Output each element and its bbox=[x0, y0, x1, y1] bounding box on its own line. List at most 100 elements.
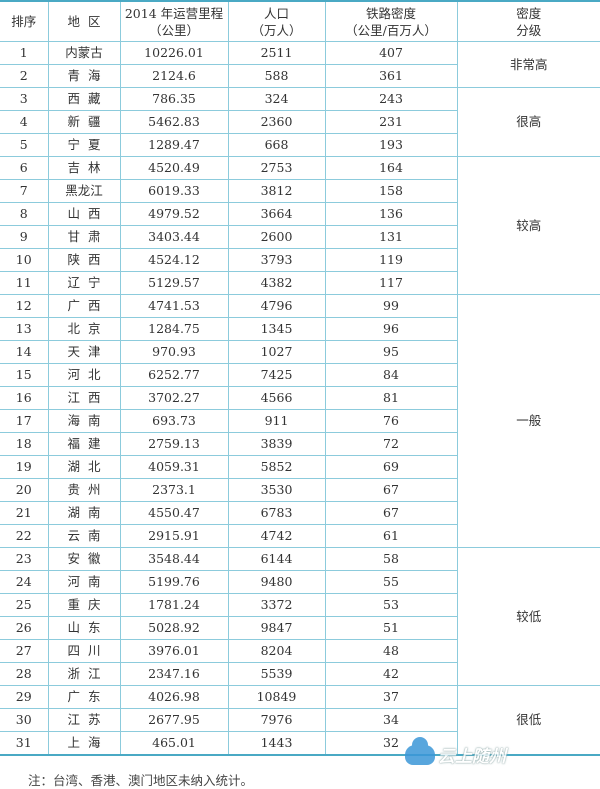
rank-cell: 19 bbox=[0, 455, 49, 479]
grade-cell: 一般 bbox=[456, 294, 600, 548]
mileage-cell: 2759.13 bbox=[119, 432, 229, 456]
grade-cell: 很低 bbox=[456, 685, 600, 756]
table-row: 10 陕 西 4524.12 3793 119 bbox=[0, 248, 600, 272]
density-cell: 231 bbox=[324, 110, 457, 134]
mileage-cell: 4059.31 bbox=[119, 455, 229, 479]
population-cell: 3793 bbox=[227, 248, 326, 272]
table-row: 25 重 庆 1781.24 3372 53 bbox=[0, 593, 600, 617]
mileage-cell: 1781.24 bbox=[119, 593, 229, 617]
density-cell: 76 bbox=[324, 409, 457, 433]
mileage-cell: 693.73 bbox=[119, 409, 229, 433]
rank-cell: 16 bbox=[0, 386, 49, 410]
density-cell: 136 bbox=[324, 202, 457, 226]
rank-cell: 5 bbox=[0, 133, 49, 157]
density-cell: 48 bbox=[324, 639, 457, 663]
density-cell: 34 bbox=[324, 708, 457, 732]
population-cell: 4796 bbox=[227, 294, 326, 318]
watermark-logo: 云上随州 bbox=[405, 736, 506, 767]
population-cell: 6783 bbox=[227, 501, 326, 525]
density-cell: 58 bbox=[324, 547, 458, 571]
table-row: 12 广 西 4741.53 4796 99 一般 bbox=[0, 294, 600, 548]
density-cell: 81 bbox=[324, 386, 457, 410]
grade-cell: 很高 bbox=[456, 87, 600, 157]
population-cell: 10849 bbox=[227, 685, 326, 709]
density-cell: 32 bbox=[324, 731, 457, 756]
rank-cell: 15 bbox=[0, 363, 49, 387]
region-cell: 湖 北 bbox=[47, 455, 121, 479]
mileage-cell: 5129.57 bbox=[119, 271, 229, 295]
rank-cell: 27 bbox=[0, 639, 49, 663]
population-cell: 6144 bbox=[227, 547, 326, 571]
region-cell: 云 南 bbox=[47, 524, 121, 548]
table-row: 15 河 北 6252.77 7425 84 bbox=[0, 363, 600, 387]
rank-cell: 2 bbox=[0, 64, 49, 88]
railway-density-table: 排序 地 区 2014 年运营里程 （公里） 人口 （万人） 铁路密度 （公里/百万人… bbox=[0, 0, 600, 756]
population-cell: 3372 bbox=[227, 593, 326, 617]
population-cell: 1345 bbox=[227, 317, 326, 341]
region-cell: 河 北 bbox=[47, 363, 121, 387]
rank-cell: 3 bbox=[0, 87, 49, 111]
mileage-cell: 5028.92 bbox=[119, 616, 229, 640]
population-cell: 7976 bbox=[227, 708, 326, 732]
table-row: 14 天 津 970.93 1027 95 bbox=[0, 340, 600, 364]
region-cell: 甘 肃 bbox=[47, 225, 121, 249]
population-cell: 4566 bbox=[227, 386, 326, 410]
region-cell: 黑龙江 bbox=[47, 179, 121, 203]
rank-cell: 13 bbox=[0, 317, 49, 341]
population-cell: 9480 bbox=[227, 570, 326, 594]
density-cell: 131 bbox=[324, 225, 457, 249]
density-cell: 42 bbox=[324, 662, 457, 686]
mileage-cell: 5199.76 bbox=[119, 570, 229, 594]
rank-cell: 29 bbox=[0, 685, 49, 709]
population-cell: 5539 bbox=[227, 662, 326, 686]
header-row: 排序 地 区 2014 年运营里程 （公里） 人口 （万人） 铁路密度 （公里/百万人… bbox=[0, 0, 600, 42]
mileage-cell: 10226.01 bbox=[119, 41, 229, 65]
mileage-cell: 3702.27 bbox=[119, 386, 229, 410]
density-cell: 51 bbox=[324, 616, 457, 640]
region-cell: 安 徽 bbox=[47, 547, 121, 571]
rank-cell: 12 bbox=[0, 294, 49, 318]
rank-cell: 1 bbox=[0, 41, 49, 65]
population-cell: 2360 bbox=[227, 110, 326, 134]
rank-cell: 28 bbox=[0, 662, 49, 686]
population-cell: 324 bbox=[227, 87, 326, 111]
table-row: 17 海 南 693.73 911 76 bbox=[0, 409, 600, 433]
table-row: 16 江 西 3702.27 4566 81 bbox=[0, 386, 600, 410]
density-cell: 37 bbox=[324, 685, 458, 709]
density-cell: 361 bbox=[324, 64, 457, 88]
mileage-cell: 3548.44 bbox=[119, 547, 229, 571]
region-cell: 山 东 bbox=[47, 616, 121, 640]
table-row: 30 江 苏 2677.95 7976 34 bbox=[0, 708, 600, 732]
mileage-cell: 4520.49 bbox=[119, 156, 229, 180]
table-row: 13 北 京 1284.75 1345 96 bbox=[0, 317, 600, 341]
region-cell: 四 川 bbox=[47, 639, 121, 663]
watermark-text: 云上随州 bbox=[438, 747, 506, 767]
population-cell: 3664 bbox=[227, 202, 326, 226]
mileage-cell: 3403.44 bbox=[119, 225, 229, 249]
rank-cell: 21 bbox=[0, 501, 49, 525]
rank-cell: 20 bbox=[0, 478, 49, 502]
population-cell: 3812 bbox=[227, 179, 326, 203]
rank-cell: 10 bbox=[0, 248, 49, 272]
region-cell: 北 京 bbox=[47, 317, 121, 341]
rank-cell: 24 bbox=[0, 570, 49, 594]
population-cell: 9847 bbox=[227, 616, 326, 640]
rank-cell: 18 bbox=[0, 432, 49, 456]
density-cell: 72 bbox=[324, 432, 457, 456]
population-cell: 2511 bbox=[227, 41, 326, 65]
density-cell: 84 bbox=[324, 363, 457, 387]
population-cell: 7425 bbox=[227, 363, 326, 387]
population-cell: 1443 bbox=[227, 731, 326, 756]
population-cell: 3839 bbox=[227, 432, 326, 456]
header-region: 地 区 bbox=[47, 0, 121, 42]
density-cell: 117 bbox=[324, 271, 457, 295]
header-grade: 密度 分级 bbox=[456, 0, 600, 42]
density-cell: 55 bbox=[324, 570, 457, 594]
mileage-cell: 4550.47 bbox=[119, 501, 229, 525]
rank-cell: 30 bbox=[0, 708, 49, 732]
density-cell: 119 bbox=[324, 248, 457, 272]
region-cell: 天 津 bbox=[47, 340, 121, 364]
